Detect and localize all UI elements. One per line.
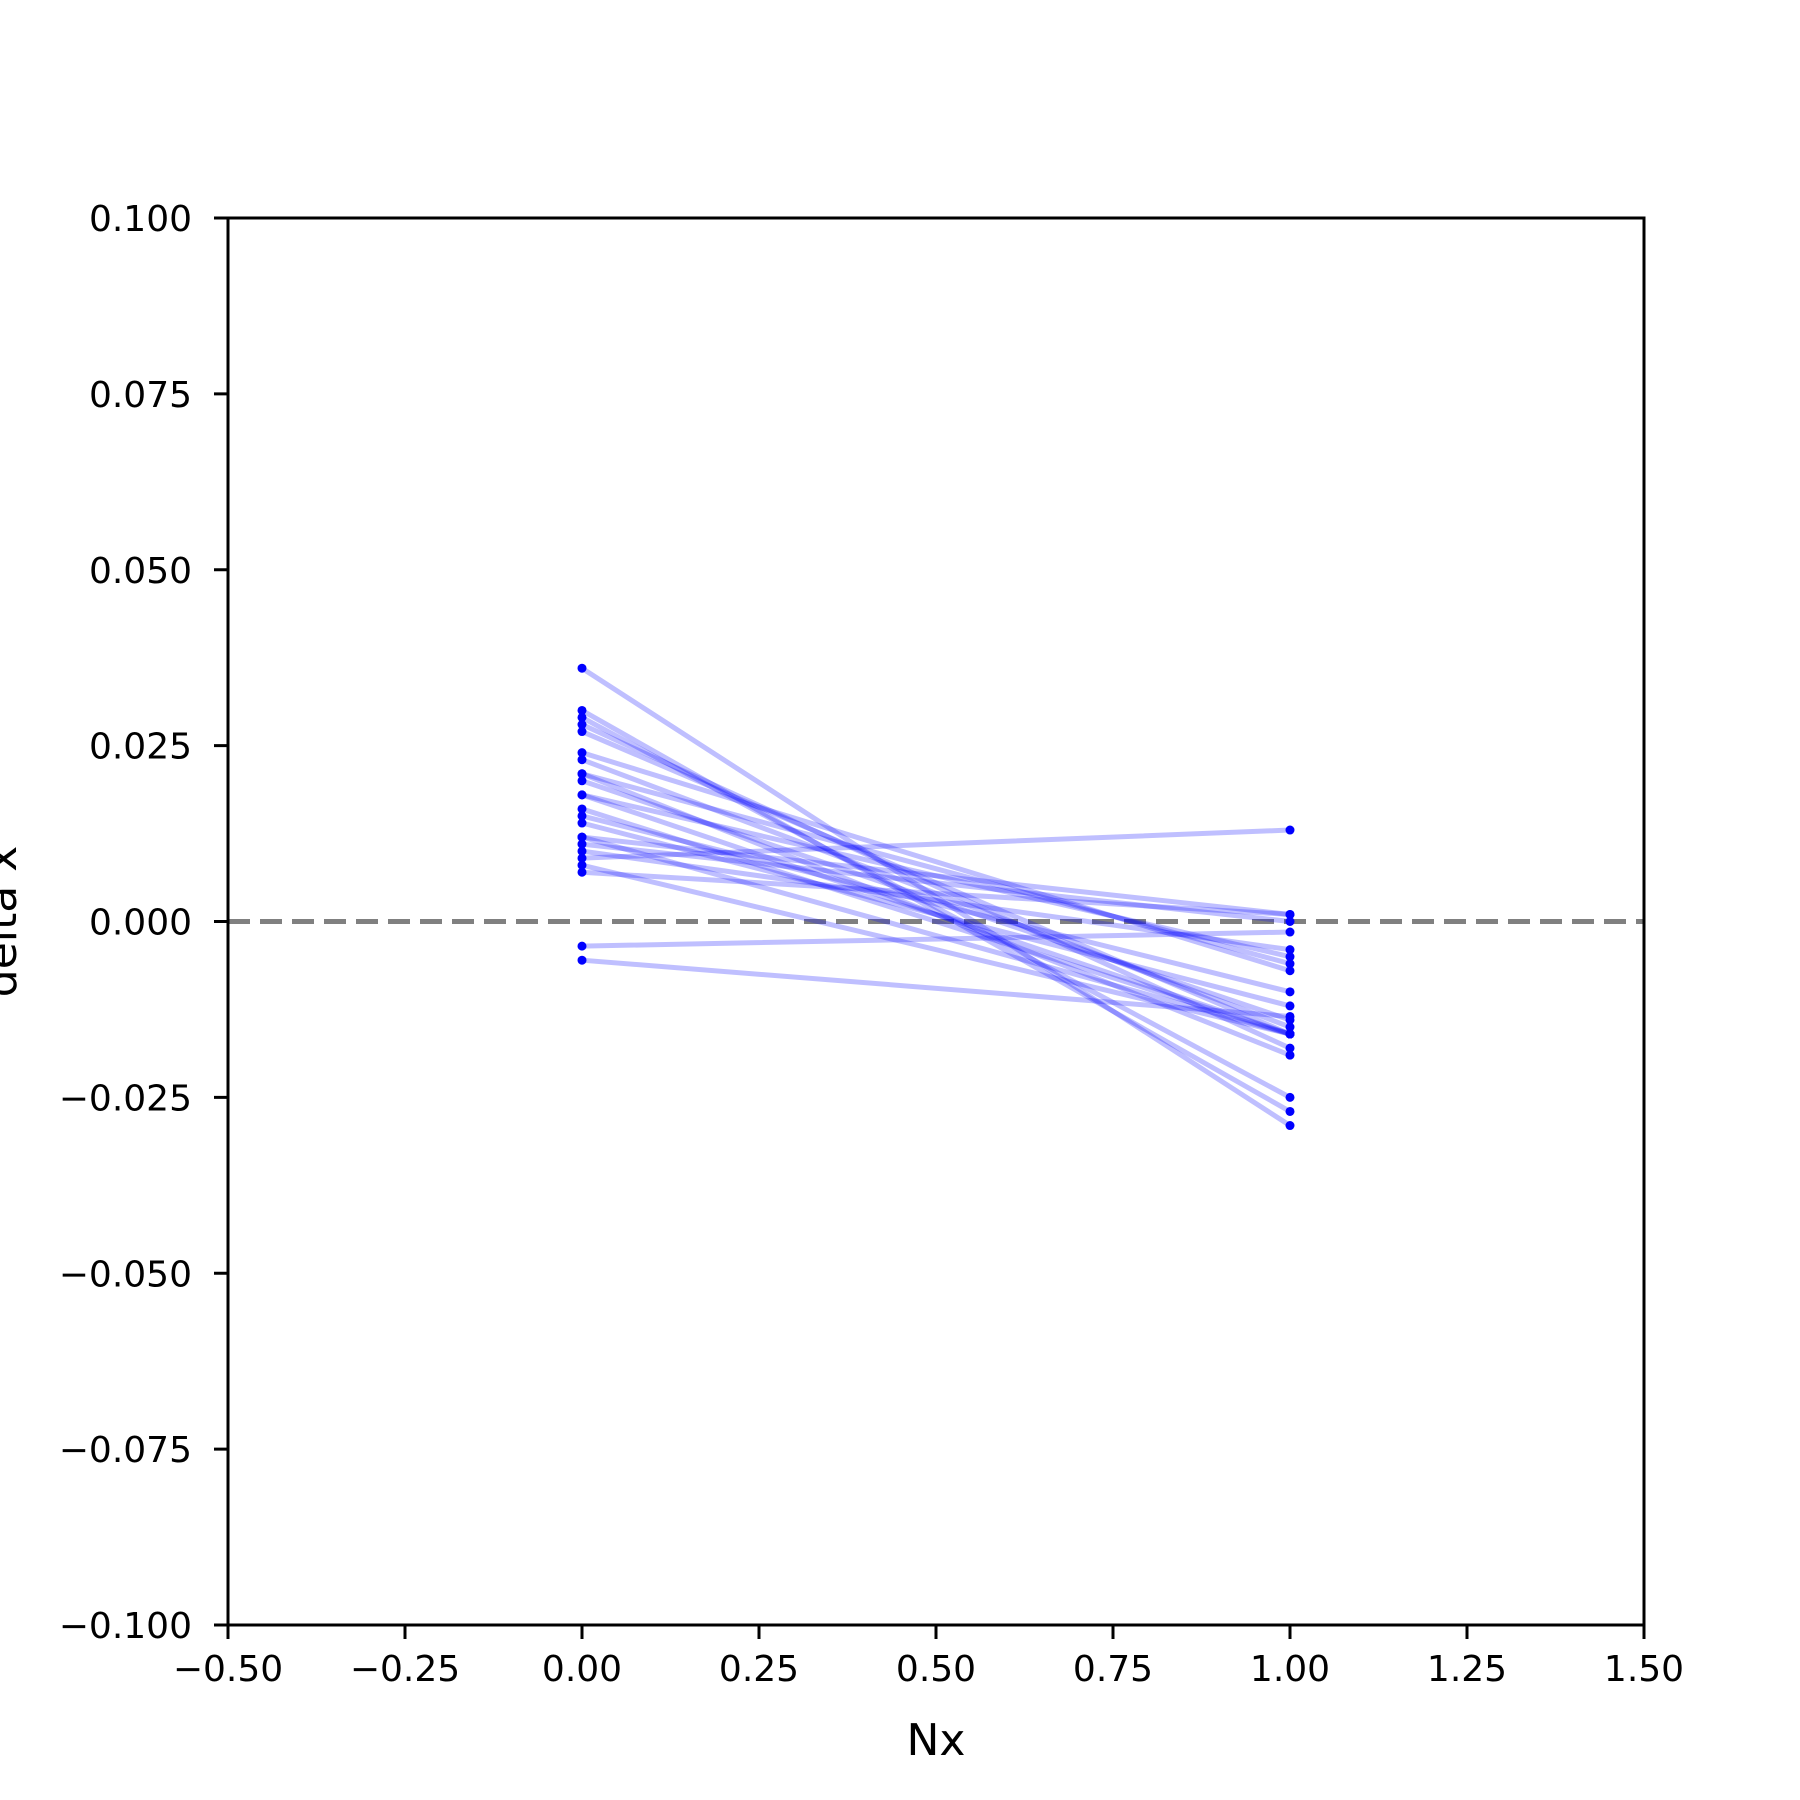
series-point-2-1 <box>577 705 587 715</box>
data-layer <box>228 663 1644 1131</box>
series-line-7 <box>579 757 1293 1030</box>
axes-layer: −0.50 −0.25 0.00 0.25 0.50 0.75 1.00 1.25 1.50 −0… <box>59 199 1684 1690</box>
y-tick-label: 0.075 <box>89 375 192 416</box>
x-tick-label: 0.50 <box>896 1649 976 1690</box>
series-point-20-1 <box>577 853 587 863</box>
series-point-7-2 <box>1285 1022 1295 1032</box>
series-point-3-1 <box>577 712 587 722</box>
x-tick-label: 1.50 <box>1604 1649 1684 1690</box>
series-line-3 <box>579 714 1293 1100</box>
series-line-13 <box>579 806 1293 1037</box>
series-point-22-1 <box>577 867 587 877</box>
series-point-24-2 <box>1285 1011 1295 1021</box>
series-point-15-2 <box>1285 1001 1295 1011</box>
series-line-4 <box>579 722 1293 1051</box>
series-point-1-2 <box>1285 1121 1295 1131</box>
series-line-1 <box>579 665 1293 1129</box>
series-line-23 <box>579 929 1293 949</box>
x-axis-label: Nx <box>907 1715 966 1766</box>
y-tick-label: −0.050 <box>59 1254 192 1295</box>
series-point-9-2 <box>1285 959 1295 969</box>
series-point-20-2 <box>1285 825 1295 835</box>
series-point-14-2 <box>1285 987 1295 997</box>
series-point-7-1 <box>577 755 587 765</box>
y-tick-label: 0.050 <box>89 551 192 592</box>
series-point-14-1 <box>577 811 587 821</box>
y-tick-label: 0.025 <box>89 727 192 768</box>
series-point-1-1 <box>577 663 587 673</box>
y-tick-label: 0.000 <box>89 903 192 944</box>
series-line-21 <box>579 862 1293 1037</box>
x-tick-label: 1.25 <box>1427 1649 1507 1690</box>
series-point-23-1 <box>577 941 587 951</box>
series-line-16 <box>579 834 1293 917</box>
series-point-12-1 <box>577 790 587 800</box>
series-line-24 <box>579 957 1293 1019</box>
series-line-20 <box>579 827 1293 861</box>
series-point-18-2 <box>1285 917 1295 926</box>
series-line-5 <box>579 729 1293 1037</box>
series-point-17-1 <box>577 832 587 842</box>
series-point-8-2 <box>1285 1050 1295 1060</box>
series-line-22 <box>579 869 1293 917</box>
series-point-21-1 <box>577 860 587 870</box>
series-point-6-1 <box>577 748 587 758</box>
series-point-4-1 <box>577 720 587 730</box>
series-point-4-2 <box>1285 1043 1295 1053</box>
series-point-18-1 <box>577 839 587 849</box>
series-point-24-1 <box>577 955 587 965</box>
series-point-9-1 <box>577 769 587 779</box>
series-point-12-2 <box>1285 952 1295 962</box>
series-line-19 <box>579 848 1293 953</box>
series-point-13-1 <box>577 804 587 814</box>
x-tick-label: 0.25 <box>719 1649 799 1690</box>
y-tick-label: −0.025 <box>59 1078 192 1119</box>
series-point-10-1 <box>577 776 587 786</box>
series-point-3-2 <box>1285 1092 1295 1102</box>
series-point-2-2 <box>1285 1106 1295 1116</box>
x-tick-label: 0.00 <box>542 1649 622 1690</box>
series-line-8 <box>579 771 1293 1058</box>
series-point-21-2 <box>1285 1029 1295 1039</box>
series-point-23-2 <box>1285 927 1295 937</box>
series-line-10 <box>579 778 1293 1023</box>
series-line-12 <box>579 792 1293 960</box>
series-point-6-2 <box>1285 966 1295 976</box>
series-line-2 <box>579 707 1293 1114</box>
series-point-22-2 <box>1285 909 1295 919</box>
y-tick-label: −0.100 <box>59 1606 192 1647</box>
series-line-18 <box>579 841 1293 924</box>
series-line-15 <box>579 820 1293 1009</box>
y-tick-label: −0.075 <box>59 1430 192 1471</box>
x-tick-label: −0.50 <box>173 1649 283 1690</box>
x-tick-label: 1.00 <box>1250 1649 1330 1690</box>
series-line-11 <box>579 792 1293 1037</box>
y-axis-label: delta x <box>0 846 27 997</box>
series-point-19-2 <box>1285 945 1295 955</box>
series-point-5-1 <box>577 727 587 737</box>
series-line-6 <box>579 750 1293 974</box>
y-tick-label: 0.100 <box>89 199 192 240</box>
x-tick-label: 0.75 <box>1073 1649 1153 1690</box>
series-line-14 <box>579 813 1293 995</box>
series-point-15-1 <box>577 818 587 828</box>
x-tick-label: −0.25 <box>350 1649 460 1690</box>
series-line-17 <box>579 834 1293 1037</box>
series-line-9 <box>579 771 1293 967</box>
series-point-19-1 <box>577 846 587 856</box>
